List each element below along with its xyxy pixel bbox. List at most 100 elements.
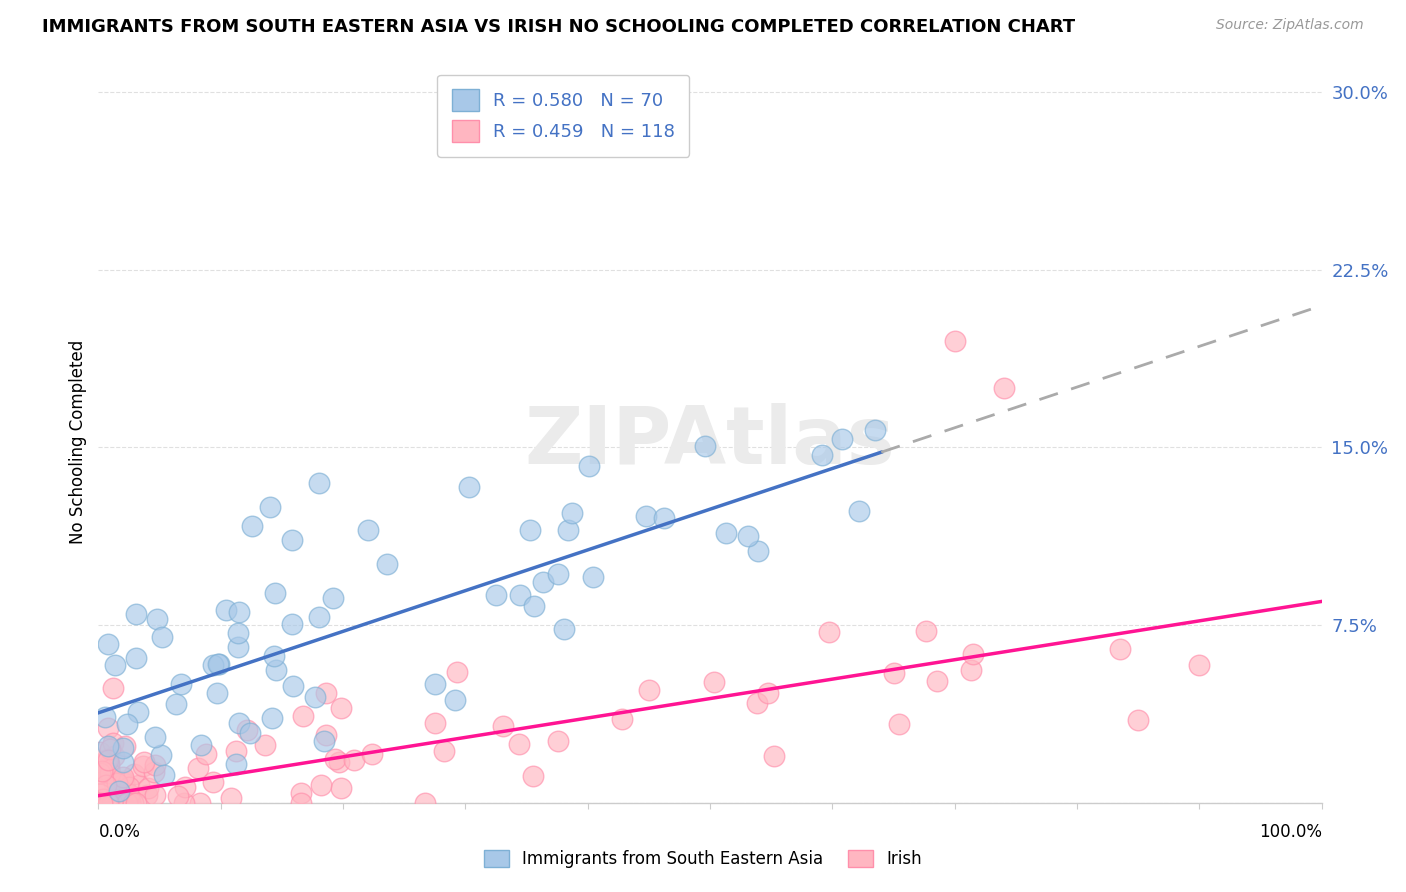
- Point: [132, 755, 155, 769]
- Point: [97, 739, 120, 753]
- Point: [485, 588, 508, 602]
- Point: [260, 711, 283, 725]
- Point: [423, 716, 446, 731]
- Point: [103, 792, 125, 806]
- Point: [915, 624, 938, 638]
- Point: [225, 757, 247, 772]
- Point: [325, 751, 347, 765]
- Legend: R = 0.580   N = 70, R = 0.459   N = 118: R = 0.580 N = 70, R = 0.459 N = 118: [437, 75, 689, 157]
- Point: [124, 607, 146, 621]
- Text: 0.0%: 0.0%: [98, 823, 141, 841]
- Point: [103, 796, 125, 810]
- Point: [89, 796, 111, 810]
- Point: [121, 796, 143, 810]
- Point: [97, 796, 120, 810]
- Point: [107, 796, 129, 810]
- Point: [236, 723, 259, 738]
- Point: [114, 782, 136, 797]
- Point: [98, 796, 121, 810]
- Point: [118, 780, 141, 794]
- Point: [105, 775, 128, 789]
- Point: [831, 432, 853, 446]
- Point: [97, 637, 120, 651]
- Point: [96, 752, 118, 766]
- Text: IMMIGRANTS FROM SOUTH EASTERN ASIA VS IRISH NO SCHOOLING COMPLETED CORRELATION C: IMMIGRANTS FROM SOUTH EASTERN ASIA VS IR…: [42, 18, 1076, 36]
- Point: [111, 755, 134, 769]
- Point: [107, 796, 129, 810]
- Point: [509, 588, 531, 602]
- Point: [281, 533, 304, 547]
- Point: [309, 778, 332, 792]
- Point: [90, 775, 112, 789]
- Point: [131, 759, 153, 773]
- Legend: Immigrants from South Eastern Asia, Irish: Immigrants from South Eastern Asia, Iris…: [477, 843, 929, 875]
- Point: [202, 775, 225, 789]
- Point: [959, 663, 981, 677]
- Point: [108, 784, 131, 798]
- Point: [145, 613, 167, 627]
- Point: [329, 781, 352, 796]
- Point: [228, 715, 250, 730]
- Point: [292, 709, 315, 723]
- Point: [90, 796, 112, 810]
- Point: [254, 738, 277, 752]
- Point: [98, 765, 121, 780]
- Point: [103, 776, 125, 790]
- Point: [290, 796, 312, 810]
- Point: [89, 796, 111, 810]
- Point: [166, 698, 188, 712]
- Point: [125, 796, 148, 810]
- Point: [115, 717, 138, 731]
- Point: [523, 599, 546, 614]
- Point: [97, 757, 120, 772]
- Point: [91, 764, 114, 779]
- Point: [737, 529, 759, 543]
- Point: [150, 630, 173, 644]
- Point: [281, 679, 304, 693]
- Point: [375, 557, 398, 571]
- Point: [111, 796, 134, 810]
- Point: [531, 575, 554, 590]
- Point: [848, 504, 870, 518]
- Point: [328, 755, 350, 769]
- Point: [561, 506, 583, 520]
- Text: 100.0%: 100.0%: [1258, 823, 1322, 841]
- Text: Source: ZipAtlas.com: Source: ZipAtlas.com: [1216, 18, 1364, 32]
- Point: [114, 739, 136, 754]
- Point: [228, 605, 250, 619]
- Point: [89, 765, 111, 780]
- Point: [308, 610, 330, 624]
- Point: [315, 728, 337, 742]
- Point: [993, 381, 1015, 395]
- Point: [89, 796, 111, 810]
- Point: [97, 796, 120, 810]
- Point: [322, 591, 344, 605]
- Point: [103, 774, 125, 789]
- Point: [636, 508, 658, 523]
- Point: [315, 686, 337, 700]
- Point: [304, 690, 326, 705]
- Point: [153, 767, 176, 781]
- Point: [703, 675, 725, 690]
- Point: [215, 603, 238, 617]
- Point: [207, 657, 229, 671]
- Point: [89, 745, 111, 759]
- Point: [195, 747, 218, 762]
- Point: [110, 796, 132, 810]
- Point: [143, 758, 166, 772]
- Point: [818, 625, 841, 640]
- Point: [94, 766, 117, 780]
- Point: [103, 796, 125, 810]
- Point: [446, 665, 468, 680]
- Point: [557, 524, 579, 538]
- Point: [290, 785, 312, 799]
- Point: [226, 626, 249, 640]
- Point: [149, 747, 172, 762]
- Point: [208, 657, 231, 672]
- Point: [103, 749, 125, 764]
- Point: [413, 796, 436, 810]
- Point: [143, 765, 166, 780]
- Point: [553, 622, 575, 636]
- Point: [226, 640, 249, 654]
- Point: [863, 423, 886, 437]
